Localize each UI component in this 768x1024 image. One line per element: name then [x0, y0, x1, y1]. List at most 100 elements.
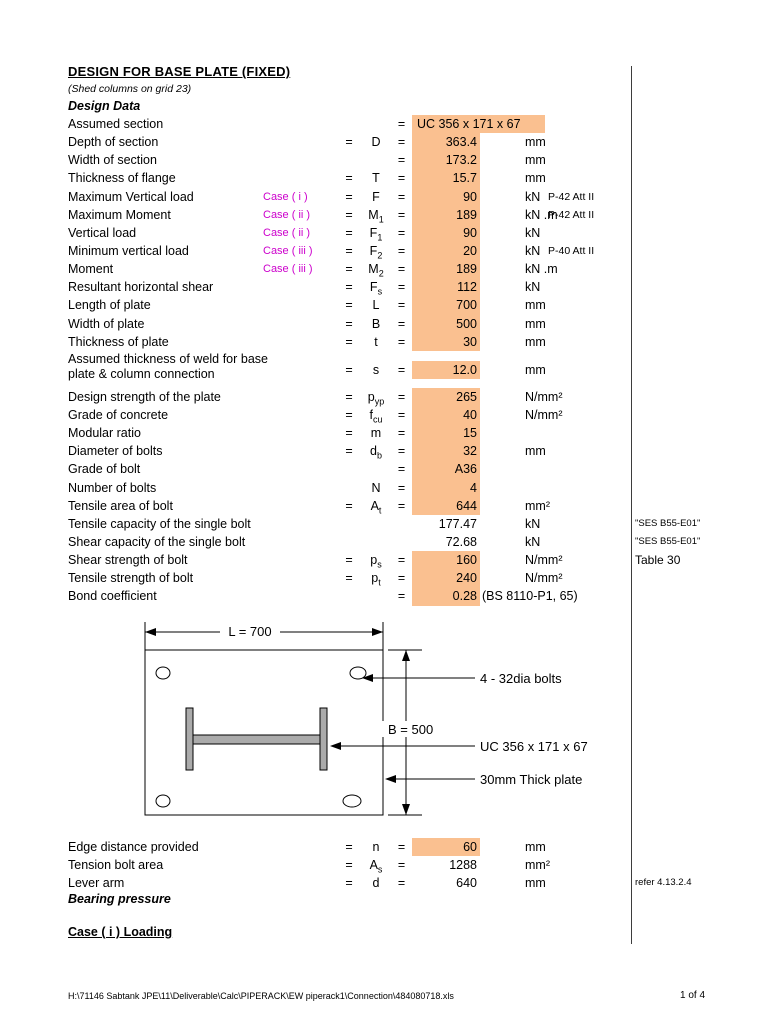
row-unit: mm	[525, 153, 546, 168]
bolt-hole	[155, 794, 171, 808]
footer-page-number: 1 of 4	[680, 990, 706, 1001]
row-equals-2: =	[397, 876, 406, 891]
data-row: Thickness of flange = T = 15.7 mm	[68, 169, 758, 188]
row-value: 0.28	[412, 587, 480, 606]
base-plate-outline	[144, 649, 384, 816]
row-value: A36	[412, 460, 480, 479]
row-case-label: Case ( i )	[263, 190, 308, 203]
row-value: 4	[412, 478, 480, 497]
row-value: 72.68	[445, 534, 477, 549]
arrowhead-icon	[385, 775, 396, 783]
row-symbol: m	[361, 424, 391, 447]
callout-section-label: UC 356 x 171 x 67	[480, 739, 588, 754]
bolt-hole	[349, 666, 367, 680]
row-symbol: T	[361, 169, 391, 192]
symbol-subscript: s	[377, 286, 383, 297]
symbol-main: A	[370, 498, 379, 513]
row-equals-1: =	[345, 135, 353, 150]
symbol-subscript: 2	[378, 268, 384, 279]
row-equals-1: =	[345, 262, 353, 277]
symbol-main: N	[371, 480, 381, 495]
row-unit: N/mm²	[525, 407, 563, 422]
row-equals-1: =	[345, 225, 353, 240]
data-row: Lever arm = d = 640 mm refer 4.13.2.4	[68, 874, 758, 892]
row-value: 363.4	[412, 133, 480, 152]
data-row: Thickness of plate = t = 30 mm	[68, 332, 758, 351]
symbol-subscript: 2	[377, 250, 383, 261]
arrowhead-icon	[330, 742, 341, 750]
row-symbol: L	[361, 296, 391, 319]
row-value: 240	[412, 569, 480, 588]
symbol-subscript: 1	[378, 214, 384, 225]
row-value: 700	[412, 296, 480, 315]
row-unit: N/mm²	[525, 571, 563, 586]
results-table: Edge distance provided = n = 60 mm Tensi…	[68, 838, 758, 892]
data-row: Assumed section = UC 356 x 171 x 67	[68, 115, 758, 134]
row-equals-1: =	[345, 444, 353, 459]
symbol-main: m	[370, 426, 382, 441]
row-equals-2: =	[397, 389, 406, 404]
row-unit: kN	[525, 189, 541, 204]
row-equals-2: =	[397, 480, 406, 495]
bolt-hole	[342, 794, 362, 808]
bolt-hole	[155, 666, 171, 680]
row-label: Minimum vertical load	[68, 243, 189, 258]
row-equals-2: =	[397, 498, 406, 513]
symbol-main: D	[371, 135, 381, 150]
row-equals-1: =	[345, 207, 353, 222]
data-row: Minimum vertical load Case ( iii ) = F2 …	[68, 241, 758, 261]
row-symbol: db	[361, 442, 391, 465]
row-label: Edge distance provided	[68, 840, 199, 854]
row-equals-1: =	[345, 280, 353, 295]
row-note-outer: Table 30	[635, 553, 681, 568]
row-symbol: fcu	[361, 406, 391, 429]
row-symbol: n	[361, 838, 391, 861]
symbol-main: F	[369, 243, 378, 258]
arrowhead-icon	[402, 804, 410, 815]
row-note-outer: "SES B55-E01"	[635, 517, 701, 529]
symbol-main: L	[372, 298, 380, 313]
row-equals-2: =	[397, 362, 406, 377]
row-equals-2: =	[397, 589, 406, 604]
bearing-pressure-heading: Bearing pressure	[68, 892, 171, 906]
row-equals-2: =	[397, 298, 406, 313]
row-symbol: ps	[361, 551, 391, 574]
row-label: Vertical load	[68, 225, 137, 240]
row-symbol: Fs	[361, 278, 391, 301]
row-unit: mm	[525, 840, 546, 854]
row-equals-2: =	[397, 135, 406, 150]
row-value: 1288	[449, 858, 477, 873]
symbol-main: T	[372, 171, 380, 186]
data-row: Tension bolt area = As = 1288 mm²	[68, 856, 758, 875]
row-label: Shear capacity of the single bolt	[68, 534, 246, 549]
row-equals-1: =	[345, 498, 353, 513]
row-equals-2: =	[397, 225, 406, 240]
row-label: Design strength of the plate	[68, 389, 221, 404]
symbol-subscript: t	[378, 577, 381, 588]
symbol-main: p	[367, 389, 375, 404]
data-row: Edge distance provided = n = 60 mm	[68, 838, 758, 857]
row-symbol: F1	[361, 224, 391, 247]
dim-right-label: B = 500	[388, 722, 433, 737]
symbol-main: M	[368, 207, 379, 222]
row-equals-1: =	[345, 858, 353, 873]
data-row: Diameter of bolts = db = 32 mm	[68, 442, 758, 461]
row-symbol: t	[361, 333, 391, 356]
row-equals-2: =	[397, 553, 406, 568]
row-label: Thickness of flange	[68, 171, 176, 186]
symbol-main: f	[369, 407, 373, 422]
row-equals-2: =	[397, 117, 406, 131]
row-label: Grade of concrete	[68, 407, 169, 422]
data-row: Maximum Vertical load Case ( i ) = F = 9…	[68, 187, 758, 206]
row-value: 15	[412, 424, 480, 443]
column-flange	[319, 707, 328, 771]
row-symbol: pyp	[361, 388, 391, 411]
row-label: Shear strength of bolt	[68, 553, 188, 568]
row-symbol: M2	[361, 260, 391, 283]
row-label: Tensile area of bolt	[68, 498, 173, 513]
row-note-inner: P-42 Att II	[548, 208, 595, 221]
row-unit: kN	[525, 225, 541, 240]
data-row: Shear capacity of the single bolt 72.68 …	[68, 533, 758, 551]
dim-top-label: L = 700	[228, 624, 271, 639]
